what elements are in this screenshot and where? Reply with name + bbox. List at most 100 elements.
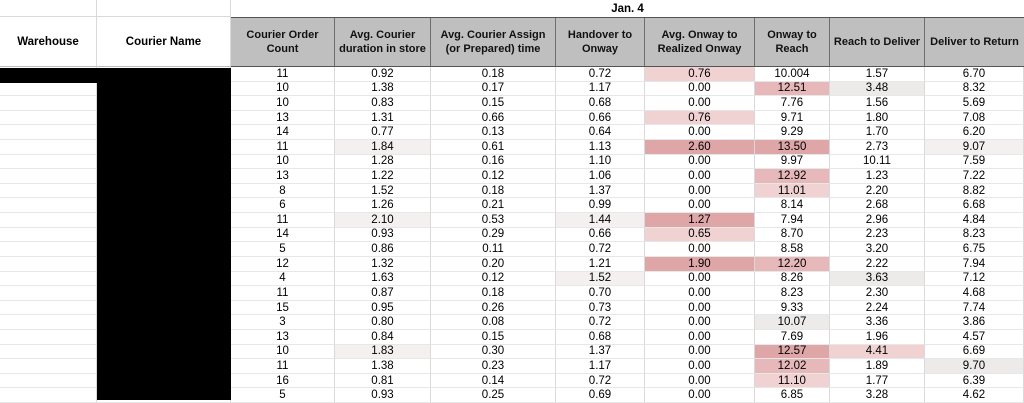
value-cell[interactable]: 4.57 — [925, 329, 1024, 345]
value-cell[interactable]: 0.83 — [335, 96, 431, 111]
value-cell[interactable]: 0.00 — [645, 242, 755, 257]
value-cell[interactable]: 2.68 — [830, 198, 925, 214]
value-cell[interactable]: 0.95 — [335, 300, 431, 316]
metric-column-header[interactable]: Onway to Reach — [755, 18, 830, 66]
value-cell[interactable]: 0.23 — [431, 359, 556, 374]
value-cell[interactable]: 0.65 — [645, 227, 755, 243]
value-cell[interactable]: 1.27 — [645, 213, 755, 228]
value-cell[interactable]: 2.30 — [830, 286, 925, 301]
value-cell[interactable]: 0.00 — [645, 169, 755, 184]
value-cell[interactable]: 12.57 — [755, 344, 830, 360]
value-cell[interactable]: 1.10 — [556, 154, 645, 170]
warehouse-cell[interactable] — [0, 125, 97, 141]
value-cell[interactable]: 0.72 — [556, 315, 645, 330]
value-cell[interactable]: 0.25 — [431, 388, 556, 403]
metric-column-header[interactable]: Reach to Deliver — [830, 18, 925, 66]
value-cell[interactable]: 1.22 — [335, 169, 431, 184]
value-cell[interactable]: 1.77 — [830, 373, 925, 389]
value-cell[interactable]: 8.14 — [755, 198, 830, 214]
warehouse-cell[interactable] — [0, 315, 97, 330]
warehouse-cell[interactable] — [0, 344, 97, 360]
date-header-cell[interactable]: Jan. 4 — [231, 0, 1024, 17]
value-cell[interactable]: 0.93 — [335, 227, 431, 243]
value-cell[interactable]: 2.10 — [335, 213, 431, 228]
value-cell[interactable]: 5.69 — [925, 96, 1024, 111]
value-cell[interactable]: 12.02 — [755, 359, 830, 374]
value-cell[interactable]: 1.44 — [556, 213, 645, 228]
value-cell[interactable]: 3 — [231, 315, 335, 330]
value-cell[interactable]: 0.00 — [645, 271, 755, 287]
value-cell[interactable]: 12.20 — [755, 256, 830, 272]
warehouse-cell[interactable] — [0, 96, 97, 111]
value-cell[interactable]: 4 — [231, 271, 335, 287]
value-cell[interactable]: 0.72 — [556, 373, 645, 389]
metric-column-header[interactable]: Handover to Onway — [556, 18, 645, 66]
value-cell[interactable]: 0.00 — [645, 329, 755, 345]
value-cell[interactable]: 6.69 — [925, 344, 1024, 360]
column-header-warehouse[interactable]: Warehouse — [0, 17, 97, 67]
metric-column-header[interactable]: Avg. Courier Assign (or Prepared) time — [431, 18, 556, 66]
value-cell[interactable]: 0.72 — [556, 67, 645, 82]
value-cell[interactable]: 1.52 — [335, 183, 431, 199]
value-cell[interactable]: 9.33 — [755, 300, 830, 316]
value-cell[interactable]: 0.15 — [431, 96, 556, 111]
value-cell[interactable]: 0.68 — [556, 96, 645, 111]
value-cell[interactable]: 0.81 — [335, 373, 431, 389]
value-cell[interactable]: 0.00 — [645, 154, 755, 170]
warehouse-cell[interactable] — [0, 286, 97, 301]
value-cell[interactable]: 3.48 — [830, 81, 925, 97]
value-cell[interactable]: 7.76 — [755, 96, 830, 111]
value-cell[interactable]: 8.26 — [755, 271, 830, 287]
value-cell[interactable]: 6.75 — [925, 242, 1024, 257]
metric-column-header[interactable]: Avg. Onway to Realized Onway — [645, 18, 755, 66]
warehouse-cell[interactable] — [0, 183, 97, 199]
warehouse-cell[interactable] — [0, 227, 97, 243]
value-cell[interactable]: 0.00 — [645, 286, 755, 301]
warehouse-cell[interactable] — [0, 110, 97, 126]
value-cell[interactable]: 0.76 — [645, 67, 755, 82]
value-cell[interactable]: 0.87 — [335, 286, 431, 301]
value-cell[interactable]: 0.18 — [431, 183, 556, 199]
value-cell[interactable]: 3.63 — [830, 271, 925, 287]
value-cell[interactable]: 0.61 — [431, 140, 556, 155]
value-cell[interactable]: 10.07 — [755, 315, 830, 330]
value-cell[interactable]: 1.83 — [335, 344, 431, 360]
warehouse-cell[interactable] — [0, 198, 97, 214]
value-cell[interactable]: 0.84 — [335, 329, 431, 345]
value-cell[interactable]: 1.13 — [556, 140, 645, 155]
value-cell[interactable]: 0.00 — [645, 81, 755, 97]
value-cell[interactable]: 1.89 — [830, 359, 925, 374]
value-cell[interactable]: 0.73 — [556, 300, 645, 316]
value-cell[interactable]: 0.17 — [431, 81, 556, 97]
warehouse-cell[interactable] — [0, 169, 97, 184]
value-cell[interactable]: 1.52 — [556, 271, 645, 287]
value-cell[interactable]: 7.69 — [755, 329, 830, 345]
value-cell[interactable]: 7.94 — [755, 213, 830, 228]
value-cell[interactable]: 0.00 — [645, 198, 755, 214]
value-cell[interactable]: 1.84 — [335, 140, 431, 155]
value-cell[interactable]: 8.70 — [755, 227, 830, 243]
value-cell[interactable]: 13 — [231, 329, 335, 345]
value-cell[interactable]: 1.37 — [556, 183, 645, 199]
value-cell[interactable]: 0.66 — [556, 227, 645, 243]
value-cell[interactable]: 6.39 — [925, 373, 1024, 389]
value-cell[interactable]: 15 — [231, 300, 335, 316]
value-cell[interactable]: 1.38 — [335, 359, 431, 374]
value-cell[interactable]: 0.80 — [335, 315, 431, 330]
value-cell[interactable]: 3.36 — [830, 315, 925, 330]
value-cell[interactable]: 1.90 — [645, 256, 755, 272]
value-cell[interactable]: 0.69 — [556, 388, 645, 403]
value-cell[interactable]: 4.62 — [925, 388, 1024, 403]
warehouse-cell[interactable] — [0, 213, 97, 228]
value-cell[interactable]: 0.00 — [645, 125, 755, 141]
value-cell[interactable]: 0.26 — [431, 300, 556, 316]
value-cell[interactable]: 0.29 — [431, 227, 556, 243]
warehouse-cell[interactable] — [0, 388, 97, 403]
value-cell[interactable]: 0.12 — [431, 169, 556, 184]
metric-column-header[interactable]: Courier Order Count — [231, 18, 335, 66]
value-cell[interactable]: 1.96 — [830, 329, 925, 345]
value-cell[interactable]: 7.12 — [925, 271, 1024, 287]
value-cell[interactable]: 7.59 — [925, 154, 1024, 170]
column-header-courier-name[interactable]: Courier Name — [97, 17, 231, 67]
value-cell[interactable]: 3.28 — [830, 388, 925, 403]
